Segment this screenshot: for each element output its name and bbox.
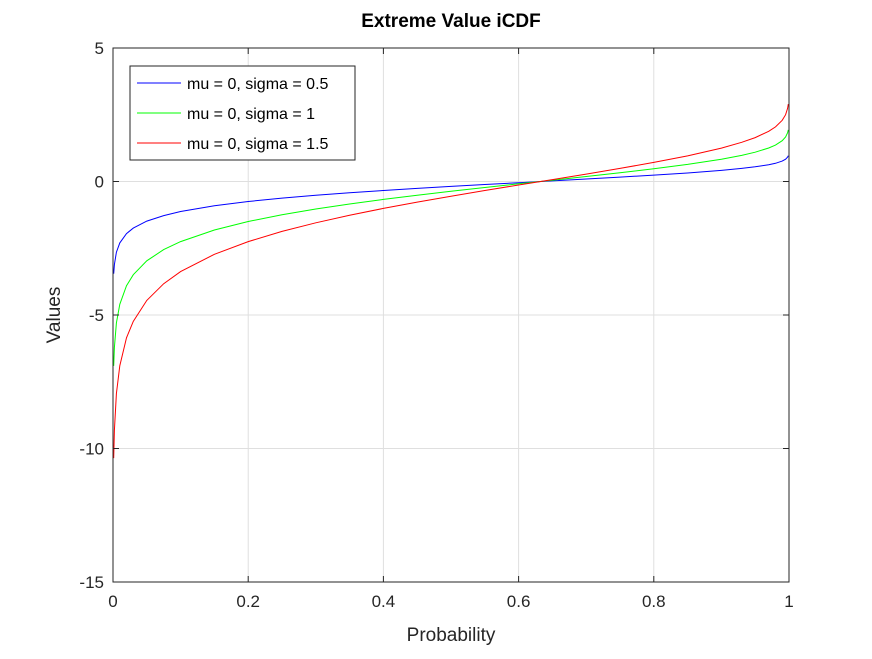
series-lines [113, 104, 789, 459]
x-tick-label: 0.2 [236, 592, 260, 611]
x-tick-label: 1 [784, 592, 793, 611]
y-axis-label: Values [44, 287, 65, 344]
chart-title: Extreme Value iCDF [361, 11, 541, 32]
x-axis-label: Probability [407, 625, 496, 646]
series-line-2 [113, 104, 789, 459]
y-tick-label: -10 [79, 440, 104, 459]
y-tick-label: 0 [95, 173, 104, 192]
series-line-1 [113, 129, 789, 366]
y-tick-label: 5 [95, 39, 104, 58]
x-tick-label: 0.4 [372, 592, 396, 611]
legend-label-1: mu = 0, sigma = 1 [187, 106, 315, 123]
legend-label-0: mu = 0, sigma = 0.5 [187, 76, 329, 93]
legend: mu = 0, sigma = 0.5 mu = 0, sigma = 1 mu =… [129, 65, 356, 161]
x-tick-label: 0.8 [642, 592, 666, 611]
legend-label-2: mu = 0, sigma = 1.5 [187, 136, 329, 153]
y-tick-label: -5 [89, 306, 104, 325]
x-tick-label: 0 [108, 592, 117, 611]
series-line-0 [113, 155, 789, 274]
x-tick-label: 0.6 [507, 592, 531, 611]
ticks: 0 0.2 0.4 0.6 0.8 1 5 0 -5 -10 -15 [79, 39, 793, 611]
y-tick-label: -15 [79, 573, 104, 592]
